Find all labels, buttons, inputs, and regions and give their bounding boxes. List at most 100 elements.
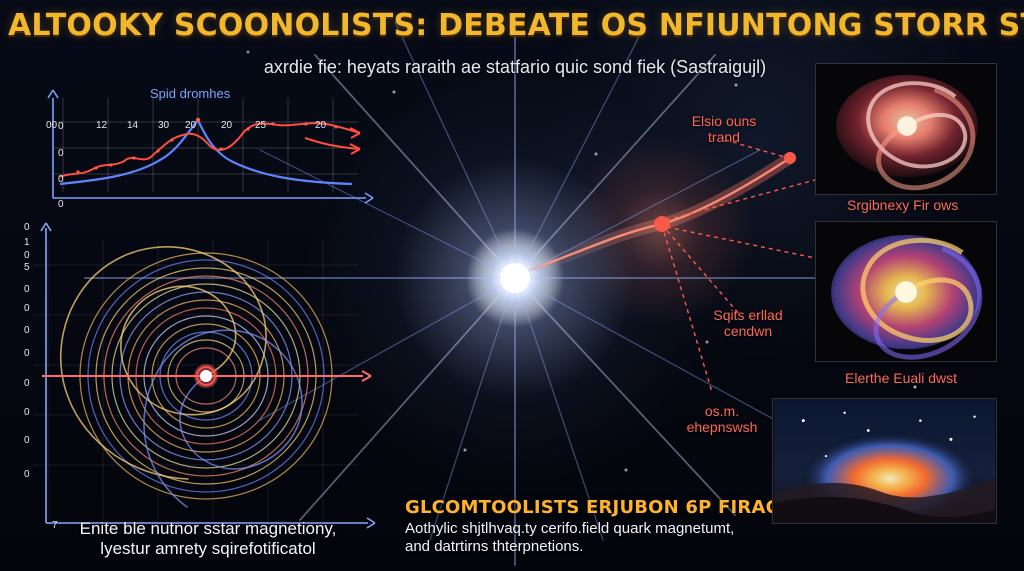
y-tick-label: 0 bbox=[58, 148, 64, 159]
ray bbox=[514, 277, 776, 421]
spiral-tick-label: 0 bbox=[24, 325, 30, 336]
y-axis-arrow bbox=[47, 89, 59, 99]
spiral-center-axis-arrow bbox=[361, 370, 372, 382]
red-series-line bbox=[59, 122, 361, 178]
x-tick-label: 12 bbox=[96, 120, 108, 131]
spiral-bottom-label: 7 bbox=[52, 520, 58, 531]
data-point bbox=[94, 166, 98, 170]
data-point bbox=[304, 122, 308, 126]
spiral-diagram bbox=[33, 222, 376, 529]
x-tick-label: 25 bbox=[255, 120, 267, 131]
star bbox=[949, 437, 953, 441]
x-tick-label: 20 bbox=[221, 120, 233, 131]
star bbox=[801, 419, 805, 423]
chart-label: Spid dromhes bbox=[150, 86, 231, 101]
jet-flare bbox=[654, 216, 670, 232]
star bbox=[973, 415, 976, 418]
light-core bbox=[467, 230, 563, 326]
spiral-galaxy-thumbnail-1 bbox=[815, 63, 997, 195]
main-title: ALTOOKY SCOONOLISTS: DEBEATE OS NFIUNTON… bbox=[8, 8, 1024, 43]
subtitle: axrdie fie: heyats raraith ae statfario … bbox=[263, 57, 767, 77]
y-tick-label: 0 bbox=[58, 121, 64, 132]
spiral-arm bbox=[143, 329, 303, 508]
red-arrow-lower bbox=[304, 137, 361, 150]
data-point bbox=[132, 156, 136, 160]
energy-jet-core bbox=[528, 156, 792, 272]
callout-line-mid bbox=[661, 224, 741, 316]
thumbnail-caption-2: Elerthe Euali dwst bbox=[845, 370, 958, 386]
line-chart-graphic bbox=[47, 89, 374, 204]
spiral-tick-label: 1 bbox=[24, 237, 30, 248]
galaxy-arm bbox=[866, 81, 968, 169]
spiral-tick-label: 0 bbox=[24, 435, 30, 446]
spiral-tick-label: 0 bbox=[24, 250, 30, 261]
spiral-tick-label: 0 bbox=[24, 407, 30, 418]
red-arrow-lower-head bbox=[349, 143, 361, 155]
x-tick-label: 20 bbox=[315, 120, 327, 131]
spiral-tick-label: 0 bbox=[24, 348, 30, 359]
y-tick-label: 0 bbox=[58, 174, 64, 185]
x-axis-arrow bbox=[364, 192, 374, 204]
thumbnail-caption-1: Srgibnexy Fir ows bbox=[847, 197, 959, 213]
energy-jet bbox=[524, 152, 796, 276]
y-tick-label: 0 bbox=[58, 199, 64, 210]
galaxy-core bbox=[895, 281, 917, 303]
spiral-diagram-panel bbox=[8, 220, 378, 535]
data-point bbox=[156, 149, 160, 153]
galaxy-image-1 bbox=[816, 64, 996, 194]
star bbox=[824, 454, 828, 458]
light-core-bright bbox=[500, 263, 530, 293]
spiral-arm bbox=[59, 246, 267, 480]
jet-flare bbox=[784, 152, 796, 164]
spiral-tick-label: 5 bbox=[24, 262, 30, 273]
center-heading: GLCOMTOOLISTS ERJUBON 6P FIRAGFAIN bbox=[405, 497, 828, 518]
spiral-y-axis-arrow bbox=[40, 222, 52, 232]
left-caption: Enite ble nutnor sstar magnetiony, lyest… bbox=[79, 519, 337, 558]
x-tick-label: 20 bbox=[185, 120, 197, 131]
x-tick-label: 00 bbox=[46, 120, 58, 131]
data-point bbox=[195, 117, 201, 123]
galaxy-image-2 bbox=[816, 222, 996, 361]
galaxy-core bbox=[897, 116, 917, 136]
data-point bbox=[271, 122, 275, 126]
spiral-tick-label: 0 bbox=[24, 378, 30, 389]
spiral-galaxy-thumbnail-2 bbox=[815, 221, 997, 362]
spiral-core bbox=[200, 370, 212, 382]
callout-top: Elsio ouns trand bbox=[691, 113, 757, 146]
ray bbox=[514, 149, 761, 279]
galaxy-arm bbox=[876, 87, 976, 191]
data-point bbox=[219, 147, 223, 151]
callout-line-thumb-2 bbox=[666, 226, 816, 259]
callout-line-low bbox=[661, 224, 713, 393]
nebula-image bbox=[773, 399, 996, 523]
x-tick-label: 14 bbox=[127, 120, 139, 131]
spiral-tick-label: 0 bbox=[24, 222, 30, 233]
ray bbox=[514, 54, 716, 279]
data-point bbox=[76, 170, 80, 174]
ray bbox=[514, 277, 736, 516]
red-arrow-upper bbox=[349, 127, 361, 139]
callout-lower: os.m. ehepnswsh bbox=[686, 403, 758, 436]
line-chart-panel bbox=[8, 80, 378, 216]
galaxy-arm bbox=[873, 246, 983, 360]
spiral-tick-label: 0 bbox=[24, 284, 30, 295]
data-point bbox=[170, 138, 174, 142]
star bbox=[919, 419, 922, 422]
center-body: Aothylic shjtlhvaq.ty cerifo.field quark… bbox=[405, 520, 735, 556]
data-point bbox=[246, 127, 250, 131]
x-tick-label: 30 bbox=[158, 120, 170, 131]
callout-middle: Sqits erllad cendwn bbox=[713, 307, 783, 340]
spiral-x-axis-arrow bbox=[366, 517, 376, 529]
star bbox=[843, 411, 846, 414]
callout-line-thumb bbox=[665, 179, 816, 221]
data-point bbox=[334, 125, 338, 129]
spiral-tick-label: 0 bbox=[24, 469, 30, 480]
dust-lane bbox=[773, 496, 996, 523]
data-point bbox=[109, 163, 113, 167]
spiral-core-red bbox=[196, 366, 216, 386]
galaxy-arm bbox=[860, 237, 974, 343]
nebula-thumbnail bbox=[772, 398, 997, 524]
star bbox=[866, 429, 870, 432]
spiral-tick-label: 0 bbox=[24, 303, 30, 314]
